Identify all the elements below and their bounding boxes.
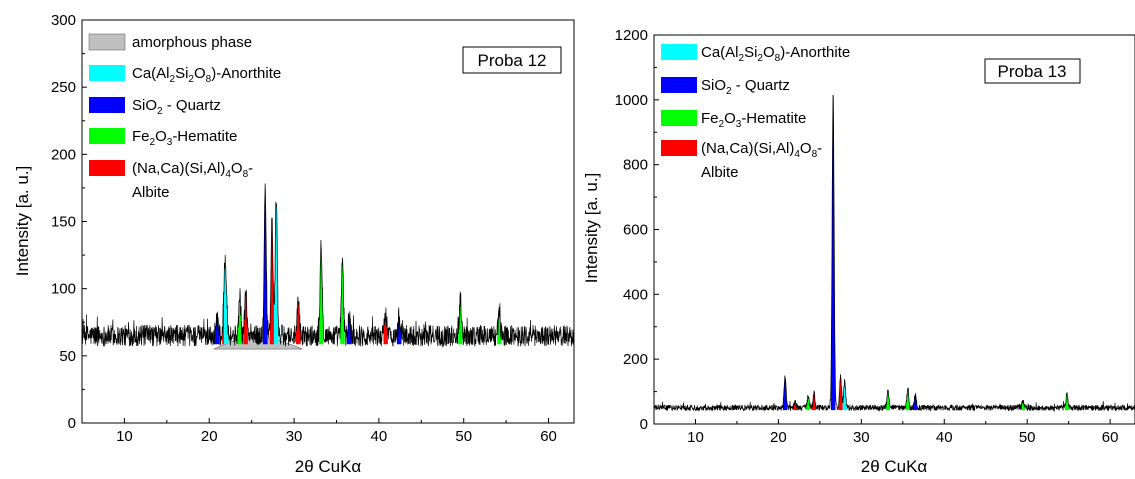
probe-label: Proba 13 bbox=[998, 62, 1067, 81]
peak-hematite-3 bbox=[237, 288, 242, 345]
peak-albite-12 bbox=[383, 307, 388, 345]
legend-swatch-anorthite bbox=[89, 65, 125, 81]
y-tick-label: 200 bbox=[623, 351, 648, 368]
x-axis-label: 2θ CuKα bbox=[861, 457, 928, 476]
y-tick-label: 50 bbox=[59, 348, 76, 365]
y-tick-label: 100 bbox=[51, 281, 76, 298]
peak-anorthite-7 bbox=[273, 201, 279, 345]
legend-entry-quartz: SiO2 - Quartz bbox=[701, 77, 790, 97]
y-tick-label: 250 bbox=[51, 79, 76, 96]
y-tick-label: 150 bbox=[51, 214, 76, 231]
peak-hematite-8 bbox=[905, 387, 910, 411]
legend-swatch-hematite bbox=[89, 128, 125, 144]
ticks-proba-12: 10 20 30 40 50 60 0 50 100 150 200 250 300 bbox=[51, 12, 557, 445]
plot-area-proba-12 bbox=[81, 183, 575, 350]
legend-entry-albite-cont: Albite bbox=[132, 184, 170, 201]
legend-entry-anorthite: Ca(Al2Si2O8)-Anorthite bbox=[701, 44, 850, 64]
x-tick-label: 40 bbox=[936, 429, 953, 446]
probe-box bbox=[462, 46, 562, 74]
x-tick-label: 40 bbox=[371, 428, 388, 445]
x-tick-label: 60 bbox=[1102, 429, 1119, 446]
plot-area-proba-13 bbox=[653, 94, 1135, 412]
x-tick-label: 30 bbox=[853, 429, 870, 446]
legend-swatch-quartz bbox=[89, 97, 125, 113]
y-tick-label: 600 bbox=[623, 222, 648, 239]
legend-entry-hematite: Fe2O3-Hematite bbox=[701, 110, 806, 130]
x-tick-label: 30 bbox=[286, 428, 303, 445]
peak-hematite-11 bbox=[1064, 392, 1070, 411]
legend-swatch-anorthite bbox=[661, 44, 697, 60]
legend-proba-12: amorphous phase Ca(Al2Si2O8)-Anorthite S… bbox=[88, 33, 281, 201]
y-axis-label: Intensity [a. u.] bbox=[582, 173, 601, 284]
x-tick-label: 50 bbox=[1019, 429, 1036, 446]
probe-label: Proba 12 bbox=[478, 51, 547, 70]
y-axis-label: Intensity [a. u.] bbox=[13, 166, 32, 277]
x-axis-label: 2θ CuKα bbox=[295, 457, 362, 476]
legend-entry-hematite: Fe2O3-Hematite bbox=[132, 128, 237, 148]
peak-albite-6 bbox=[269, 217, 275, 345]
y-tick-label: 800 bbox=[623, 157, 648, 174]
peak-hematite-14 bbox=[458, 291, 463, 345]
y-tick-label: 1200 bbox=[615, 27, 648, 44]
x-tick-label: 60 bbox=[540, 428, 557, 445]
legend-entry-quartz: SiO2 - Quartz bbox=[132, 97, 221, 117]
legend-swatch-amorphous bbox=[88, 33, 126, 51]
diffraction-trace bbox=[81, 183, 575, 348]
x-tick-label: 10 bbox=[687, 429, 704, 446]
legend-swatch-hematite bbox=[661, 110, 697, 126]
y-tick-label: 0 bbox=[640, 416, 648, 433]
peak-hematite-7 bbox=[885, 389, 890, 411]
legend-swatch-albite bbox=[661, 140, 697, 156]
peak-quartz-5 bbox=[262, 183, 268, 345]
peak-albite-3 bbox=[811, 390, 817, 411]
y-tick-label: 0 bbox=[68, 415, 76, 432]
legend-entry-amorphous: amorphous phase bbox=[132, 34, 252, 51]
peak-hematite-2 bbox=[806, 395, 811, 411]
peak-quartz-4 bbox=[830, 94, 836, 411]
x-tick-label: 10 bbox=[116, 428, 133, 445]
x-tick-label: 20 bbox=[201, 428, 218, 445]
peak-albite-5 bbox=[838, 374, 843, 411]
legend-proba-13: Ca(Al2Si2O8)-Anorthite SiO2 - Quartz Fe2… bbox=[661, 44, 850, 181]
peak-hematite-9 bbox=[319, 240, 324, 345]
y-tick-label: 300 bbox=[51, 12, 76, 29]
peak-albite-8 bbox=[296, 296, 301, 345]
peak-quartz-11 bbox=[346, 311, 352, 345]
y-tick-label: 200 bbox=[51, 146, 76, 163]
peak-anorthite-6 bbox=[842, 379, 847, 411]
probe-box bbox=[984, 58, 1081, 84]
peak-hematite-10 bbox=[340, 257, 345, 345]
peak-quartz-0 bbox=[782, 375, 788, 411]
peak-quartz-9 bbox=[912, 393, 918, 411]
chart-proba-12: 10 20 30 40 50 60 0 50 100 150 200 250 300 2θ CuKα I… bbox=[13, 12, 575, 476]
legend-entry-albite: (Na,Ca)(Si,Al)4O8- bbox=[132, 160, 253, 180]
peak-albite-4 bbox=[243, 289, 248, 345]
x-tick-label: 50 bbox=[455, 428, 472, 445]
legend-swatch-albite bbox=[89, 160, 125, 176]
legend-swatch-quartz bbox=[661, 77, 697, 93]
y-tick-label: 1000 bbox=[615, 92, 648, 109]
x-tick-label: 20 bbox=[770, 429, 787, 446]
legend-entry-albite-cont: Albite bbox=[701, 164, 739, 181]
legend-entry-anorthite: Ca(Al2Si2O8)-Anorthite bbox=[132, 65, 281, 85]
legend-entry-albite: (Na,Ca)(Si,Al)4O8- bbox=[701, 140, 822, 160]
diffraction-trace bbox=[653, 94, 1135, 412]
y-tick-label: 400 bbox=[623, 286, 648, 303]
